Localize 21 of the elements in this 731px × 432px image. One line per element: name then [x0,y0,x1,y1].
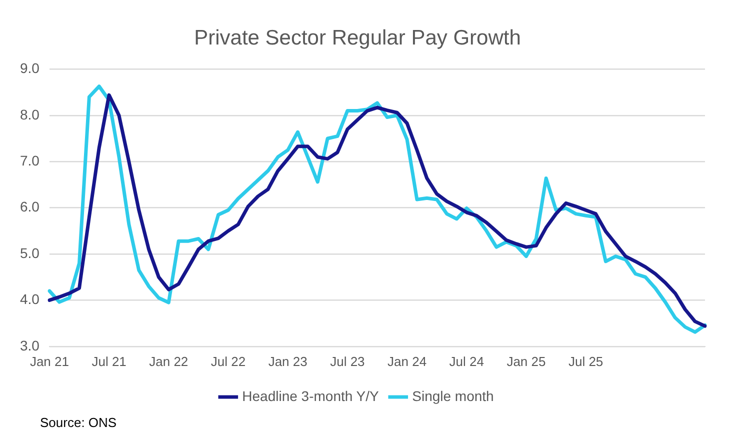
y-tick-label: 3.0 [20,337,40,354]
source-note: Source: ONS [40,415,117,430]
y-tick-label: 6.0 [20,198,40,215]
x-tick-label: Jan 22 [149,354,188,369]
x-tick-label: Jul 24 [449,354,484,369]
x-tick-label: Jan 21 [30,354,69,369]
legend-label: Single month [412,388,494,404]
y-tick-label: 4.0 [20,291,40,308]
y-tick-label: 5.0 [20,244,40,261]
x-tick-label: Jan 23 [268,354,308,369]
x-tick-label: Jan 25 [506,354,546,369]
legend-label: Headline 3-month Y/Y [242,388,380,404]
y-tick-label: 7.0 [20,152,40,168]
x-tick-label: Jul 22 [210,354,246,369]
y-tick-label: 8.0 [20,106,40,122]
x-tick-label: Jul 21 [92,354,126,369]
x-tick-label: Jul 25 [568,354,604,369]
x-tick-label: Jul 23 [330,354,365,369]
y-tick-label: 9.0 [20,60,40,76]
chart-title: Private Sector Regular Pay Growth [194,26,521,50]
x-tick-label: Jan 24 [388,354,427,369]
